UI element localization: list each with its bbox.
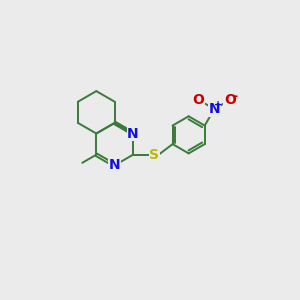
Text: O: O xyxy=(193,93,204,107)
Text: +: + xyxy=(214,100,222,110)
Text: N: N xyxy=(127,127,139,140)
Text: N: N xyxy=(109,158,121,172)
Text: -: - xyxy=(232,89,237,103)
Text: S: S xyxy=(149,148,159,162)
Text: N: N xyxy=(208,102,220,116)
Text: O: O xyxy=(224,93,236,107)
